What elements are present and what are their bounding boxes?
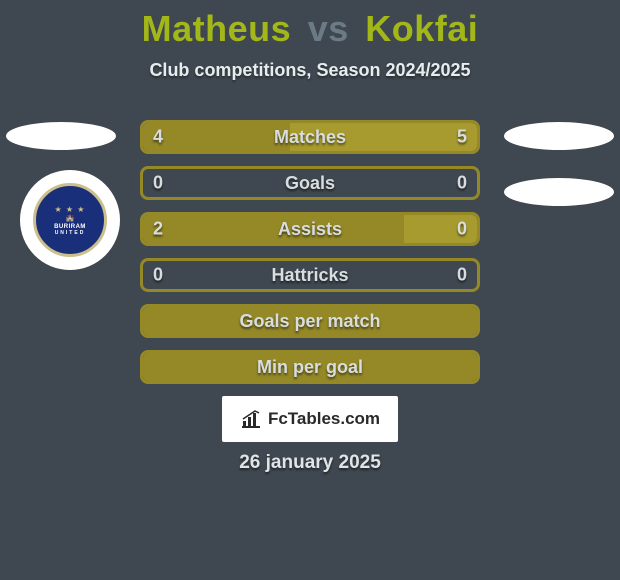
branding-badge: FcTables.com xyxy=(222,396,398,442)
player1-name: Matheus xyxy=(142,8,292,49)
stat-value-left: 0 xyxy=(153,173,163,194)
stat-row: Goals per match xyxy=(140,304,480,338)
stat-label: Goals per match xyxy=(239,311,380,332)
stat-value-left: 4 xyxy=(153,127,163,148)
comparison-card: Matheus vs Kokfai Club competitions, Sea… xyxy=(0,0,620,580)
stat-value-right: 0 xyxy=(457,219,467,240)
stat-value-left: 2 xyxy=(153,219,163,240)
stat-row: Min per goal xyxy=(140,350,480,384)
stat-label: Matches xyxy=(274,127,346,148)
subtitle: Club competitions, Season 2024/2025 xyxy=(0,60,620,81)
stat-fill-left xyxy=(143,123,290,151)
stat-value-right: 0 xyxy=(457,265,467,286)
footer-date: 26 january 2025 xyxy=(0,452,620,474)
stat-label: Hattricks xyxy=(271,265,348,286)
stat-value-right: 5 xyxy=(457,127,467,148)
stat-label: Assists xyxy=(278,219,342,240)
right-photo-placeholder-1 xyxy=(504,122,614,150)
club-name-bottom: UNITED xyxy=(55,230,86,236)
club-badge: ★ ★ ★ 🏰 BURIRAM UNITED xyxy=(20,170,120,270)
club-badge-inner: ★ ★ ★ 🏰 BURIRAM UNITED xyxy=(33,183,107,257)
badge-castle-icon: 🏰 xyxy=(66,215,75,222)
stat-label: Goals xyxy=(285,173,335,194)
badge-stars-icon: ★ ★ ★ xyxy=(55,205,86,214)
stat-row: 4 5 Matches xyxy=(140,120,480,154)
player2-name: Kokfai xyxy=(365,8,478,49)
branding-text: FcTables.com xyxy=(268,409,380,429)
stat-row: 0 0 Hattricks xyxy=(140,258,480,292)
stats-panel: 4 5 Matches 0 0 Goals 2 0 Assists 0 0 Hattricks Goal… xyxy=(140,120,480,396)
chart-icon xyxy=(240,409,262,429)
stat-row: 0 0 Goals xyxy=(140,166,480,200)
title-row: Matheus vs Kokfai xyxy=(0,8,620,50)
stat-value-right: 0 xyxy=(457,173,467,194)
vs-label: vs xyxy=(308,8,349,49)
stat-label: Min per goal xyxy=(257,357,363,378)
left-photo-placeholder xyxy=(6,122,116,150)
right-photo-placeholder-2 xyxy=(504,178,614,206)
stat-value-left: 0 xyxy=(153,265,163,286)
stat-row: 2 0 Assists xyxy=(140,212,480,246)
stat-fill-left xyxy=(143,215,404,243)
